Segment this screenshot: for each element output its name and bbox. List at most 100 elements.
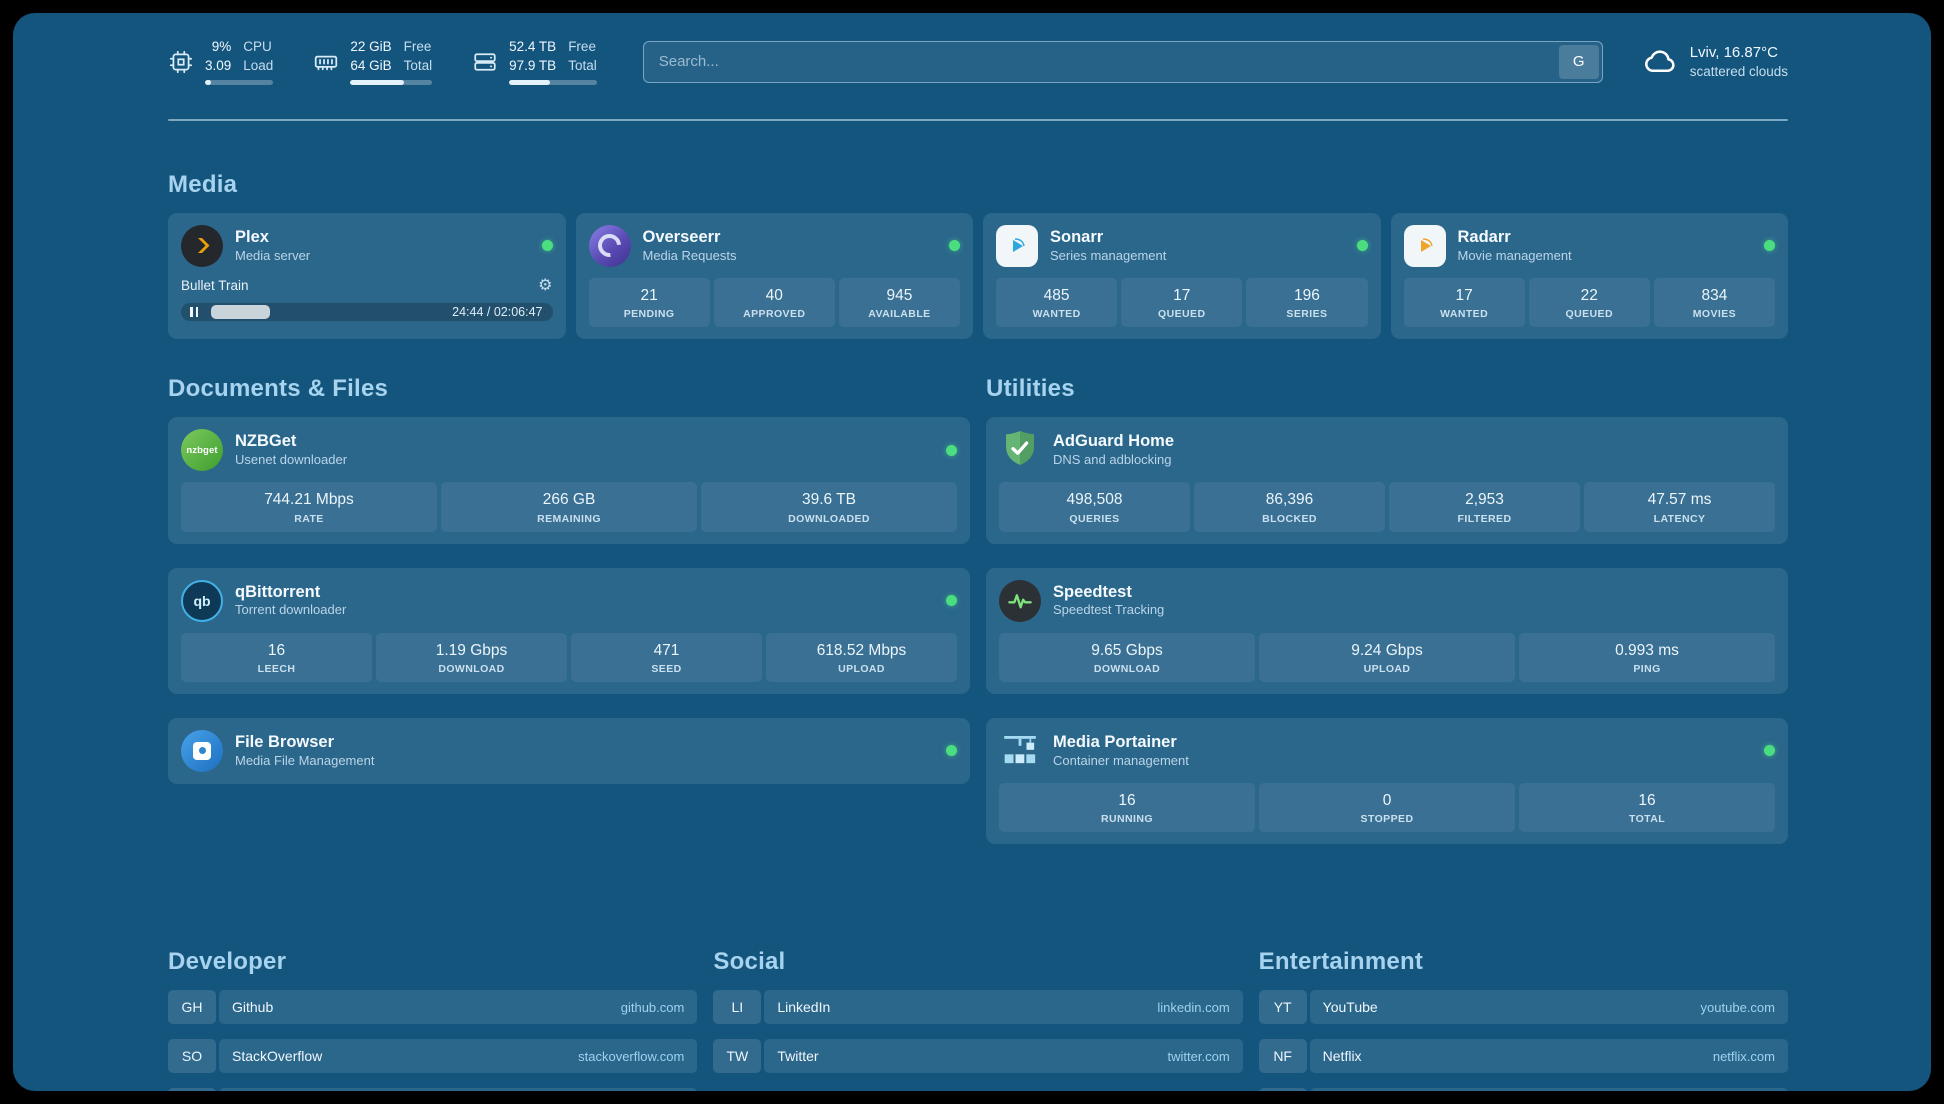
bookmark-name: Twitter: [777, 1048, 819, 1065]
speedtest-subtitle: Speedtest Tracking: [1053, 602, 1165, 618]
status-dot: [946, 595, 957, 606]
stat-value: 1.19 Gbps: [435, 641, 508, 659]
bookmark-netflix[interactable]: NF Netflix netflix.com: [1258, 1039, 1788, 1074]
overseerr-meta: Overseerr Media Requests: [643, 227, 737, 265]
radarr-icon: [1403, 224, 1446, 267]
section-heading-social: Social: [713, 948, 786, 976]
bookmark-linkedin[interactable]: LI LinkedIn linkedin.com: [713, 990, 1243, 1025]
section-heading-utilities: Utilities: [986, 375, 1075, 403]
stat-label: UPLOAD: [838, 662, 885, 675]
disk-progress-fill: [509, 79, 551, 85]
card-overseerr: Overseerr Media Requests 21 PENDING 40 A…: [575, 212, 973, 340]
search-provider-button[interactable]: G: [1558, 44, 1599, 79]
stat-label: APPROVED: [743, 308, 806, 321]
bookmark-url: netflix.com: [1712, 1048, 1775, 1064]
disk-free-value: 52.4 TB: [509, 39, 557, 54]
nzbget-title[interactable]: NZBGet: [235, 432, 297, 451]
bookmark-github[interactable]: GH Github github.com: [168, 990, 698, 1025]
bookmark-reddit[interactable]: RE Reddit reddit.com: [1258, 1088, 1788, 1091]
sonarr-title[interactable]: Sonarr: [1050, 227, 1104, 246]
adguard-title[interactable]: AdGuard Home: [1053, 432, 1175, 451]
stat-label: FILTERED: [1457, 512, 1512, 525]
sonarr-subtitle: Series management: [1050, 247, 1167, 263]
filebrowser-title[interactable]: File Browser: [235, 733, 335, 752]
portainer-title[interactable]: Media Portainer: [1053, 733, 1177, 752]
memory-progress-fill: [350, 79, 405, 85]
plex-title[interactable]: Plex: [235, 227, 269, 246]
bookmark-abbr: DT: [168, 1088, 216, 1091]
stat-value: 47.57 ms: [1647, 491, 1712, 509]
stat-pending: 21 PENDING: [588, 277, 710, 328]
stat-wanted: 17 WANTED: [1403, 277, 1525, 328]
stat-label: WANTED: [1032, 308, 1081, 321]
qbittorrent-meta: qBittorrent Torrent downloader: [235, 582, 346, 620]
bookmark-body: Github github.com: [219, 990, 698, 1025]
stat-value: 16: [267, 641, 286, 659]
weather-condition: scattered clouds: [1689, 63, 1788, 79]
qbittorrent-stats: 16 LEECH 1.19 Gbps DOWNLOAD 471 SEED 618…: [181, 632, 957, 682]
resource-widgets: 9% CPU 3.09 Load 22 GiB Free 64 G: [168, 39, 597, 85]
radarr-subtitle: Movie management: [1457, 247, 1572, 263]
overseerr-icon: [588, 224, 631, 267]
settings-gear-icon[interactable]: ⚙: [538, 276, 553, 294]
adguard-meta: AdGuard Home DNS and adblocking: [1053, 431, 1174, 469]
section-heading-media: Media: [168, 170, 238, 198]
memory-total-label: Total: [403, 57, 433, 73]
topbar-divider: [168, 118, 1788, 121]
stat-remaining: 266 GB REMAINING: [441, 482, 697, 532]
bookmark-body: Netflix netflix.com: [1309, 1039, 1788, 1074]
portainer-header: Media Portainer Container management: [999, 730, 1775, 772]
stat-latency: 47.57 ms LATENCY: [1584, 482, 1775, 532]
status-dot: [1356, 240, 1368, 252]
cpu-progress-bar: [205, 79, 274, 85]
stat-value: 17: [1455, 286, 1473, 304]
qbittorrent-subtitle: Torrent downloader: [235, 602, 347, 618]
bookmark-dev[interactable]: DT DEV dev.to: [168, 1088, 698, 1091]
stat-value: 618.52 Mbps: [816, 641, 907, 659]
disk-widget: 52.4 TB Free 97.9 TB Total: [472, 39, 597, 85]
cpu-progress-fill: [205, 79, 212, 85]
disk-total-label: Total: [568, 57, 597, 73]
stat-value: 485: [1043, 286, 1070, 304]
qbittorrent-header: qb qBittorrent Torrent downloader: [181, 579, 957, 622]
stat-queued: 22 QUEUED: [1528, 277, 1650, 328]
stat-label: STOPPED: [1360, 813, 1414, 826]
bookmark-group-developer: Developer GH Github github.com SO StackO…: [168, 912, 698, 1091]
stat-label: BLOCKED: [1262, 512, 1317, 525]
qbittorrent-title[interactable]: qBittorrent: [235, 582, 321, 601]
playback-progress-bar[interactable]: 24:44 / 02:06:47: [181, 302, 553, 321]
radarr-title[interactable]: Radarr: [1457, 227, 1511, 246]
now-playing-row: Bullet Train ⚙: [181, 276, 553, 294]
stat-value: 266 GB: [542, 491, 596, 509]
bookmark-twitter[interactable]: TW Twitter twitter.com: [713, 1039, 1243, 1074]
speedtest-title[interactable]: Speedtest: [1053, 582, 1132, 601]
cpu-load-label: Load: [243, 57, 274, 73]
portainer-subtitle: Container management: [1053, 752, 1189, 768]
stat-value: 0: [1382, 791, 1392, 809]
stat-label: DOWNLOAD: [438, 662, 505, 675]
nzbget-stats: 744.21 Mbps RATE 266 GB REMAINING 39.6 T…: [181, 482, 957, 532]
plex-subtitle: Media server: [235, 247, 311, 263]
disk-progress-bar: [509, 79, 597, 85]
stat-value: 9.65 Gbps: [1091, 641, 1163, 659]
bookmark-body: Twitter twitter.com: [764, 1039, 1243, 1074]
speedtest-pulse-icon: [999, 579, 1041, 622]
bookmark-url: youtube.com: [1700, 999, 1775, 1015]
stat-approved: 40 APPROVED: [713, 277, 835, 328]
top-bar: 9% CPU 3.09 Load 22 GiB Free 64 G: [168, 13, 1788, 85]
pause-icon[interactable]: [190, 306, 198, 317]
bookmark-stackoverflow[interactable]: SO StackOverflow stackoverflow.com: [168, 1039, 698, 1074]
bookmark-url: linkedin.com: [1157, 999, 1230, 1015]
stat-value: 9.24 Gbps: [1351, 641, 1423, 659]
speedtest-meta: Speedtest Speedtest Tracking: [1053, 582, 1164, 620]
documents-column: Documents & Files nzbget NZBGet Usenet d…: [168, 339, 970, 808]
nzbget-subtitle: Usenet downloader: [235, 451, 348, 467]
overseerr-title[interactable]: Overseerr: [642, 227, 721, 246]
stat-value: 16: [1638, 791, 1656, 809]
stat-ping: 0.993 ms PING: [1519, 632, 1775, 682]
bookmark-youtube[interactable]: YT YouTube youtube.com: [1258, 990, 1788, 1025]
stat-label: SERIES: [1286, 308, 1328, 321]
stat-label: SEED: [651, 662, 682, 675]
search-input[interactable]: [642, 40, 1603, 83]
